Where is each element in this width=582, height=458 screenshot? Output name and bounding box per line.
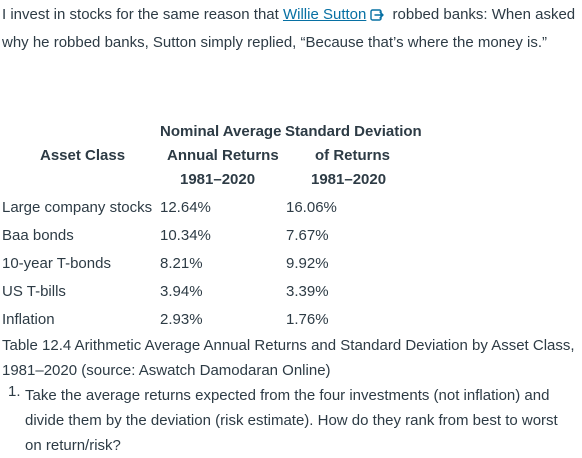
willie-sutton-link[interactable]: Willie Sutton xyxy=(282,6,367,23)
header-returns-line1: Nominal Average xyxy=(160,123,282,140)
table-row-deviation: 1.76% xyxy=(286,311,329,328)
table-row-asset: US T-bills xyxy=(2,283,66,300)
table-row-return: 3.94% xyxy=(160,283,203,300)
intro-text-before: I invest in stocks for the same reason t… xyxy=(2,6,283,23)
header-returns-line2: Annual Returns xyxy=(167,147,279,164)
intro-text-after: robbed banks: When asked why he robbed b… xyxy=(2,6,576,51)
intro-paragraph: I invest in stocks for the same reason t… xyxy=(2,2,577,55)
header-deviation-line2: of Returns xyxy=(315,147,390,164)
table-row-asset: Baa bonds xyxy=(2,227,74,244)
question-number: 1. xyxy=(8,383,21,400)
table-row-deviation: 16.06% xyxy=(286,199,337,216)
external-link-icon[interactable] xyxy=(370,4,385,30)
header-asset-class: Asset Class xyxy=(40,147,126,164)
table-row-asset: Inflation xyxy=(2,311,55,328)
table-row-return: 10.34% xyxy=(160,227,211,244)
table-row-return: 2.93% xyxy=(160,311,203,328)
table-row-deviation: 9.92% xyxy=(286,255,329,272)
table-row-return: 8.21% xyxy=(160,255,203,272)
header-returns-line3: 1981–2020 xyxy=(180,171,256,188)
header-deviation-line1: Standard Deviation xyxy=(285,123,422,140)
table-caption: Table 12.4 Arithmetic Average Annual Ret… xyxy=(2,337,575,379)
table-row-asset: 10-year T-bonds xyxy=(2,255,111,272)
header-deviation-line3: 1981–2020 xyxy=(311,171,387,188)
question-text: Take the average returns expected from t… xyxy=(25,387,558,454)
table-row-deviation: 3.39% xyxy=(286,283,329,300)
table-row-deviation: 7.67% xyxy=(286,227,329,244)
table-row-return: 12.64% xyxy=(160,199,211,216)
table-row-asset: Large company stocks xyxy=(2,199,153,216)
